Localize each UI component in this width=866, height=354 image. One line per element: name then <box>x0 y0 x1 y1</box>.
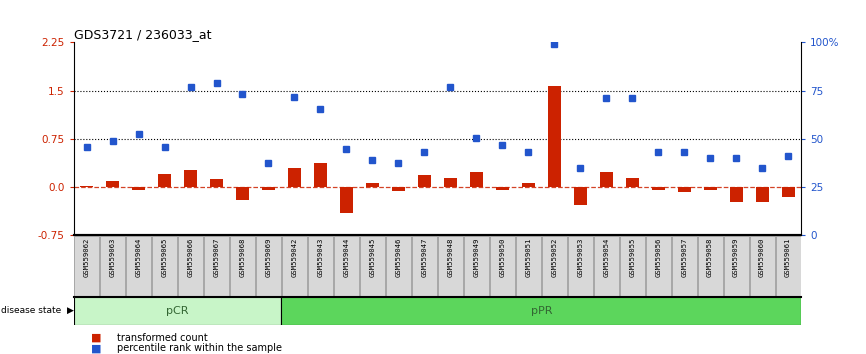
Text: ■: ■ <box>91 333 101 343</box>
Text: GSM559067: GSM559067 <box>214 237 219 276</box>
Text: GSM559066: GSM559066 <box>188 237 193 276</box>
Bar <box>74 297 281 325</box>
Bar <box>542 236 566 297</box>
Text: GDS3721 / 236033_at: GDS3721 / 236033_at <box>74 28 211 41</box>
Bar <box>360 236 385 297</box>
Text: GSM559065: GSM559065 <box>162 237 167 276</box>
Bar <box>495 187 508 190</box>
Bar <box>750 236 774 297</box>
Bar <box>677 187 691 192</box>
Bar <box>230 236 255 297</box>
Bar <box>469 172 483 187</box>
Bar <box>313 163 327 187</box>
Bar <box>782 187 795 198</box>
Text: percentile rank within the sample: percentile rank within the sample <box>117 343 282 353</box>
Bar <box>126 236 151 297</box>
Text: GSM559058: GSM559058 <box>708 237 713 276</box>
Text: pCR: pCR <box>166 306 189 316</box>
Bar <box>391 187 405 191</box>
Text: GSM559048: GSM559048 <box>448 237 453 276</box>
Text: GSM559044: GSM559044 <box>344 237 349 276</box>
Bar <box>281 297 801 325</box>
Text: GSM559063: GSM559063 <box>110 237 115 276</box>
Bar <box>573 187 587 205</box>
Bar <box>262 187 275 190</box>
Bar <box>365 183 379 187</box>
Text: GSM559060: GSM559060 <box>759 237 765 276</box>
Bar <box>282 236 307 297</box>
Bar <box>308 236 333 297</box>
Bar <box>652 187 665 190</box>
Bar <box>158 174 171 187</box>
Text: GSM559061: GSM559061 <box>785 237 791 276</box>
Text: GSM559055: GSM559055 <box>630 237 635 276</box>
Bar <box>178 236 203 297</box>
Bar <box>776 236 800 297</box>
Bar <box>516 236 540 297</box>
Text: ■: ■ <box>91 343 101 353</box>
Bar <box>464 236 488 297</box>
Text: GSM559059: GSM559059 <box>734 237 739 276</box>
Text: GSM559064: GSM559064 <box>136 237 141 276</box>
Text: pPR: pPR <box>531 306 552 316</box>
Text: GSM559053: GSM559053 <box>578 237 583 276</box>
Text: GSM559042: GSM559042 <box>292 237 297 276</box>
Text: GSM559050: GSM559050 <box>500 237 505 276</box>
Bar <box>184 170 197 187</box>
Bar <box>438 236 462 297</box>
Bar <box>568 236 592 297</box>
Bar <box>288 168 301 187</box>
Bar <box>599 172 613 187</box>
Bar <box>334 236 359 297</box>
Text: transformed count: transformed count <box>117 333 208 343</box>
Text: GSM559043: GSM559043 <box>318 237 323 276</box>
Text: GSM559062: GSM559062 <box>84 237 89 276</box>
Text: disease state  ▶: disease state ▶ <box>1 306 74 315</box>
Bar <box>646 236 670 297</box>
Bar <box>386 236 410 297</box>
Bar <box>521 183 534 187</box>
Bar <box>412 236 436 297</box>
Text: GSM559052: GSM559052 <box>552 237 557 276</box>
Bar <box>152 236 177 297</box>
Bar <box>106 181 119 187</box>
Text: GSM559049: GSM559049 <box>474 237 479 276</box>
Bar <box>703 187 717 190</box>
Bar <box>755 187 769 202</box>
Bar <box>547 86 561 187</box>
Bar <box>729 187 743 202</box>
Text: GSM559046: GSM559046 <box>396 237 401 276</box>
Bar <box>210 179 223 187</box>
Bar <box>490 236 514 297</box>
Text: GSM559068: GSM559068 <box>240 237 245 276</box>
Bar <box>620 236 644 297</box>
Bar <box>698 236 722 297</box>
Bar <box>100 236 125 297</box>
Text: GSM559047: GSM559047 <box>422 237 427 276</box>
Text: GSM559056: GSM559056 <box>656 237 661 276</box>
Bar <box>625 178 639 187</box>
Bar <box>204 236 229 297</box>
Bar <box>339 187 353 213</box>
Bar <box>672 236 696 297</box>
Text: GSM559057: GSM559057 <box>682 237 687 276</box>
Text: GSM559054: GSM559054 <box>604 237 609 276</box>
Text: GSM559069: GSM559069 <box>266 237 271 276</box>
Bar <box>256 236 281 297</box>
Bar <box>594 236 618 297</box>
Bar <box>132 187 145 190</box>
Text: GSM559051: GSM559051 <box>526 237 531 276</box>
Bar <box>80 186 93 187</box>
Bar <box>724 236 748 297</box>
Bar <box>236 187 249 200</box>
Text: GSM559045: GSM559045 <box>370 237 375 276</box>
Bar <box>74 236 99 297</box>
Bar <box>418 175 431 187</box>
Bar <box>444 178 457 187</box>
